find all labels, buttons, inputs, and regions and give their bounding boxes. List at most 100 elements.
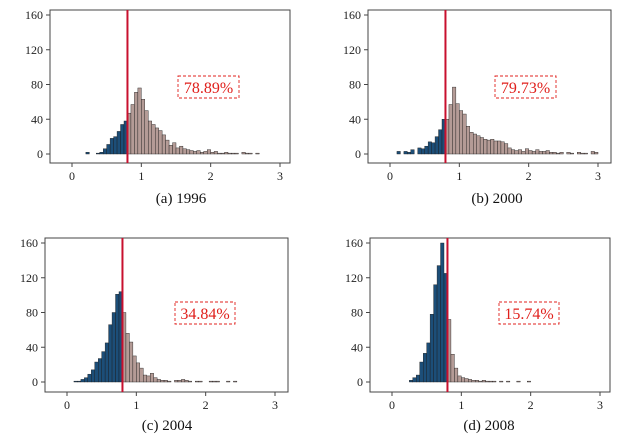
panel-3: 0 40 80 120 160 0 1 2 3 34.84% (c) 2004 <box>20 236 289 434</box>
histogram-bar-above <box>198 380 203 383</box>
histogram-bar-below <box>407 152 412 155</box>
histogram-bar-above <box>227 152 232 155</box>
histogram-bar-above <box>506 380 511 383</box>
histogram-bar-above <box>241 152 246 155</box>
histogram-bar-above <box>525 148 529 155</box>
histogram-bar-above <box>486 139 491 155</box>
histogram-bar-above <box>450 354 455 383</box>
histogram-bar-above <box>466 125 470 155</box>
x-tick-label: 3 <box>597 398 603 412</box>
histogram-bar-above <box>535 149 540 155</box>
histogram-bar-above <box>518 149 522 155</box>
y-tick-label: 40 <box>26 340 38 354</box>
histogram-bar-above <box>177 380 182 383</box>
histogram-bar-above <box>234 152 239 155</box>
histogram-bar-above <box>485 380 490 383</box>
histogram-bar-above <box>459 110 464 155</box>
x-tick-label: 0 <box>387 169 393 183</box>
histogram-bar-below <box>403 151 408 155</box>
histogram-bar-below <box>396 151 401 155</box>
histogram-bar-below <box>409 380 414 383</box>
histogram-bar-above <box>137 87 142 155</box>
percent-label: 79.73% <box>501 80 550 97</box>
histogram-bar-above <box>468 379 472 383</box>
histogram-bar-above <box>179 145 184 155</box>
histogram-bar-above <box>226 380 231 383</box>
histogram-bar-above <box>161 134 166 155</box>
histogram-bar-above <box>208 380 213 383</box>
plot-frame <box>369 237 611 393</box>
histogram-bar-above <box>461 377 466 383</box>
histogram-bar-above <box>172 142 177 155</box>
histogram-bar-above <box>475 380 479 383</box>
histogram-bar-above <box>181 379 186 383</box>
histogram-bar-above <box>148 120 152 155</box>
histogram-bar-above <box>469 132 474 155</box>
histogram-bar-above <box>144 110 149 155</box>
x-tick-label: 1 <box>456 169 462 183</box>
x-tick-label: 0 <box>64 398 70 412</box>
panel-1: 0 40 80 120 160 0 1 2 3 78.89% (a) 1996 <box>25 8 291 207</box>
histogram-bar-above <box>213 151 218 155</box>
histogram-bar-above <box>195 380 199 383</box>
histogram-bar-below <box>73 380 78 383</box>
y-tick-label: 80 <box>351 306 363 320</box>
histogram-bar-below <box>106 144 111 155</box>
histogram-bar-above <box>158 130 163 155</box>
x-tick-label: 0 <box>389 398 395 412</box>
x-tick-label: 0 <box>69 169 75 183</box>
histogram-bar-above <box>210 152 215 155</box>
histogram-bar-below <box>431 142 436 155</box>
histogram-bar-below <box>436 265 441 383</box>
y-tick-label: 80 <box>349 78 361 92</box>
histogram-bar-above <box>196 150 201 155</box>
histogram-bar-above <box>215 380 220 383</box>
histogram-bar-above <box>151 124 156 155</box>
y-tick-label: 0 <box>32 375 38 389</box>
y-tick-label: 160 <box>20 236 38 250</box>
histogram-bar-above <box>224 152 229 155</box>
y-tick-label: 40 <box>349 112 361 126</box>
histogram-bar-below <box>96 152 100 155</box>
histogram-bar-below <box>433 284 438 383</box>
histogram-bar-below <box>410 149 415 155</box>
histogram-bar-above <box>552 152 557 155</box>
histogram-bar-above <box>156 379 161 383</box>
x-tick-label: 3 <box>595 169 601 183</box>
histogram-bar-below <box>108 324 113 383</box>
histogram-bar-above <box>130 104 135 155</box>
plot-frame <box>49 9 291 164</box>
histogram-bar-above <box>245 152 249 155</box>
percent-label: 34.84% <box>180 306 229 323</box>
histogram-bar-below <box>423 353 427 383</box>
histogram-bar-above <box>143 374 147 383</box>
histogram-bar-below <box>429 314 434 383</box>
histogram-bar-above <box>497 140 502 155</box>
x-tick-label: 2 <box>526 169 532 183</box>
histogram-bar-below <box>77 380 82 383</box>
histogram-bar-above <box>149 373 154 383</box>
histogram-bar-above <box>492 380 497 383</box>
histogram-bar-above <box>203 151 208 155</box>
histogram-bar-above <box>528 150 533 155</box>
x-tick-label: 2 <box>528 398 534 412</box>
y-tick-label: 0 <box>37 147 43 161</box>
histogram-bar-above <box>184 380 189 383</box>
histogram-bar-below <box>120 124 125 155</box>
histogram-bar-above <box>559 152 564 155</box>
histogram-bar-above <box>186 149 191 155</box>
histogram-bar-above <box>233 380 238 383</box>
histogram-bar-below <box>434 136 439 155</box>
histogram-bar-above <box>479 137 484 155</box>
histogram-bar-below <box>113 136 118 155</box>
histogram-bar-above <box>521 151 526 155</box>
histogram-bar-above <box>160 380 165 383</box>
x-tick-label: 3 <box>277 169 283 183</box>
histogram-bar-above <box>125 333 130 383</box>
panel-caption: (a) 1996 <box>156 191 207 207</box>
histogram-bar-below <box>421 148 425 155</box>
histogram-bar-above <box>464 378 469 383</box>
panel-caption: (d) 2008 <box>463 418 514 434</box>
y-tick-label: 40 <box>351 340 363 354</box>
